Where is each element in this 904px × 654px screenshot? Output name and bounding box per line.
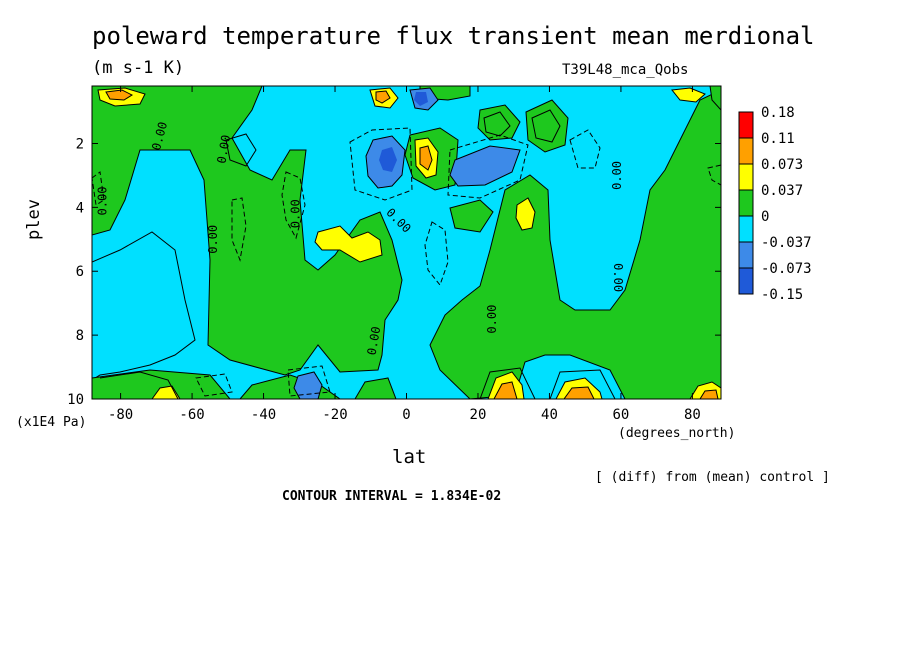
legend-swatch [738, 111, 754, 139]
contour-label: 0.00 [611, 263, 625, 292]
legend-swatch [738, 215, 754, 243]
negative-contours [92, 127, 721, 397]
x-axis-label: lat [392, 446, 427, 468]
orange-regions [105, 89, 719, 399]
legend-label: -0.15 [761, 287, 803, 303]
x-tick-label: 20 [470, 407, 487, 423]
legend-swatch [738, 189, 754, 217]
x-tick-label: 80 [684, 407, 701, 423]
legend-label: 0.11 [761, 131, 795, 147]
positive-contours [99, 109, 616, 399]
chart-title: poleward temperature flux transient mean… [92, 22, 815, 50]
y-axis-unit: (x1E4 Pa) [16, 415, 87, 430]
run-label: T39L48_mca_Qobs [562, 62, 689, 78]
legend-label: -0.037 [761, 235, 812, 251]
positive-regions [92, 86, 721, 399]
contour-label: 0.00 [288, 199, 302, 228]
legend-label: 0.073 [761, 157, 803, 173]
x-tick-label: -60 [179, 407, 204, 423]
legend-swatch [738, 137, 754, 165]
y-tick-label: 4 [76, 200, 84, 216]
contour-label: 0.00 [206, 225, 220, 254]
strong-negative-regions [379, 92, 428, 172]
y-tick-label: 6 [76, 264, 84, 280]
chart-units: (m s-1 K) [92, 58, 185, 78]
contour-label: 0.00 [365, 325, 384, 356]
x-axis-unit: (degrees_north) [618, 426, 736, 441]
x-tick-label: 60 [613, 407, 630, 423]
contour-label: 0.00 [214, 134, 233, 165]
legend-swatch [738, 163, 754, 191]
y-axis-label: plev [24, 199, 44, 240]
y-tick-label: 8 [76, 328, 84, 344]
x-tick-label: -40 [251, 407, 276, 423]
x-tick-label: -20 [322, 407, 347, 423]
x-tick-label: 0 [402, 407, 410, 423]
y-tick-label: 10 [67, 392, 84, 408]
diff-note: [ (diff) from (mean) control ] [595, 470, 830, 485]
contour-interval: CONTOUR INTERVAL = 1.834E-02 [282, 489, 502, 504]
x-axis: -80 -60 -40 -20 0 20 40 60 80 [108, 86, 701, 423]
legend-label: 0.18 [761, 105, 795, 121]
contour-label: 0.00 [485, 305, 499, 334]
legend-swatch [738, 241, 754, 269]
legend-label: -0.073 [761, 261, 812, 277]
x-tick-label: 40 [541, 407, 558, 423]
contour-label: 0.00 [95, 187, 109, 216]
x-tick-label: -80 [108, 407, 133, 423]
plot-area [92, 86, 721, 399]
legend-label: 0 [761, 209, 769, 225]
y-axis: 2 4 6 8 10 [67, 136, 721, 408]
color-legend: 0.18 0.11 0.073 0.037 0 -0.037 -0.073 -0.15 [738, 105, 812, 303]
contour-label: 0.00 [610, 161, 624, 190]
legend-swatch [738, 267, 754, 295]
y-tick-label: 2 [76, 136, 84, 152]
legend-label: 0.037 [761, 183, 803, 199]
